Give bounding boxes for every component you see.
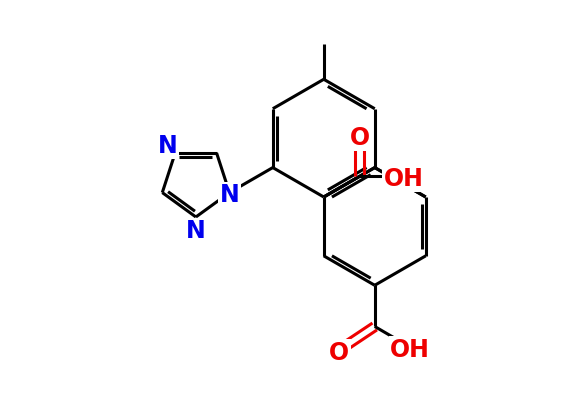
Text: O: O — [329, 340, 349, 364]
Text: OH: OH — [383, 167, 423, 191]
Text: N: N — [186, 219, 206, 243]
Text: OH: OH — [390, 338, 430, 362]
Text: N: N — [158, 134, 178, 158]
Text: O: O — [349, 126, 369, 150]
Text: N: N — [219, 183, 239, 207]
